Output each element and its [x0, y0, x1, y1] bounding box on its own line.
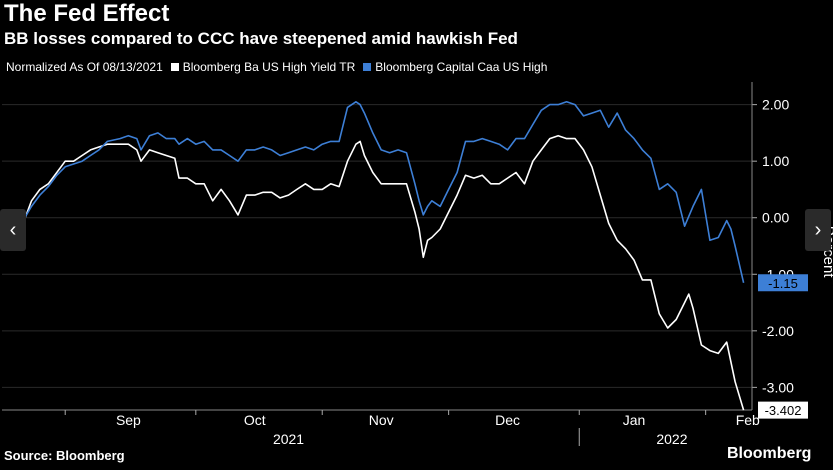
x-tick-label: Dec: [495, 412, 520, 428]
next-chart-button[interactable]: ›: [805, 209, 831, 251]
x-tick-label: Sep: [116, 412, 141, 428]
end-value-label: -3.402: [765, 403, 802, 418]
y-tick-label: 0.00: [762, 210, 789, 226]
y-tick-label: 2.00: [762, 97, 789, 113]
legend-label-ba: Bloomberg Ba US High Yield TR: [182, 60, 356, 74]
y-tick-label: -3.00: [762, 379, 794, 395]
x-tick-label: Jan: [623, 412, 646, 428]
legend-label-caa: Bloomberg Capital Caa US High: [375, 60, 548, 74]
end-value-label: -1.15: [768, 276, 798, 291]
legend-swatch-ba: [170, 63, 179, 71]
series-line-caa: [2, 101, 745, 283]
previous-chart-button[interactable]: ‹: [0, 209, 26, 251]
legend-item-ba: Bloomberg Ba US High Yield TR: [170, 60, 356, 74]
chart-title: The Fed Effect: [4, 0, 170, 27]
year-label: 2021: [273, 431, 304, 447]
end-value-badge: [758, 401, 808, 419]
x-tick-label: Feb: [736, 412, 760, 428]
y-tick-label: -2.00: [762, 323, 794, 339]
year-label: 2022: [656, 431, 687, 447]
chevron-left-icon: ‹: [9, 218, 17, 241]
legend-note: Normalized As Of 08/13/2021: [6, 60, 163, 74]
x-tick-label: Oct: [244, 412, 266, 428]
source-note: Source: Bloomberg: [4, 448, 125, 463]
chart-subtitle: BB losses compared to CCC have steepened…: [4, 29, 518, 48]
y-tick-label: 1.00: [762, 153, 789, 169]
legend-swatch-caa: [363, 63, 372, 71]
series-line-ba: [2, 134, 745, 411]
legend-item-caa: Bloomberg Capital Caa US High: [363, 60, 547, 74]
bloomberg-logo: Bloomberg: [727, 445, 812, 462]
chevron-right-icon: ›: [814, 218, 822, 241]
end-value-badge: [758, 274, 808, 292]
x-tick-label: Nov: [369, 412, 394, 428]
legend: Normalized As Of 08/13/2021 Bloomberg Ba…: [6, 60, 555, 74]
